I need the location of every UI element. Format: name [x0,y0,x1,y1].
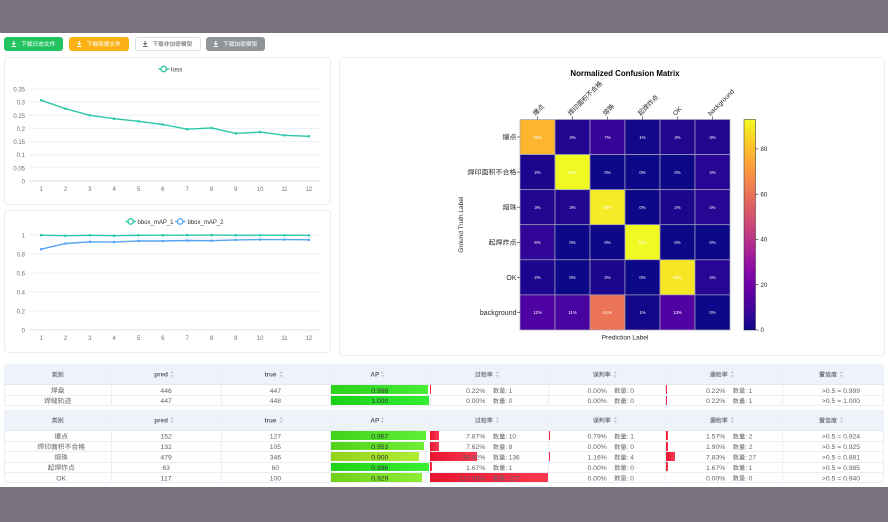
svg-text:4%: 4% [709,275,715,280]
svg-text:3%: 3% [534,205,540,210]
svg-text:2%: 2% [534,275,540,280]
svg-text:OK: OK [672,105,684,117]
svg-text:12: 12 [305,336,312,342]
svg-text:background: background [707,88,736,117]
svg-text:3%: 3% [569,205,575,210]
svg-text:9: 9 [234,336,238,342]
svg-text:0.2: 0.2 [17,310,26,316]
svg-text:Ground Truth Label: Ground Truth Label [458,196,465,253]
svg-text:1: 1 [22,234,26,240]
svg-text:61%: 61% [603,310,612,315]
svg-text:6: 6 [161,187,165,193]
svg-text:8: 8 [210,187,214,193]
svg-text:12%: 12% [533,310,542,315]
svg-text:2%: 2% [674,205,680,210]
svg-text:1: 1 [40,187,44,193]
svg-text:bbox_mAP_2: bbox_mAP_2 [188,220,225,226]
svg-text:2: 2 [64,336,68,342]
svg-text:0.35: 0.35 [13,88,25,94]
svg-text:2%: 2% [534,170,540,175]
svg-text:4: 4 [113,187,117,193]
svg-text:12: 12 [305,187,312,193]
svg-text:4%: 4% [709,170,715,175]
svg-text:Prediction Label: Prediction Label [602,335,649,342]
svg-text:0.3: 0.3 [17,101,26,107]
svg-text:0: 0 [22,180,26,186]
svg-text:3%: 3% [709,135,715,140]
svg-text:0.1: 0.1 [17,153,26,159]
svg-text:0.8: 0.8 [17,253,26,259]
svg-text:Normalized Confusion Matrix: Normalized Confusion Matrix [570,69,680,78]
svg-text:0: 0 [22,329,26,335]
svg-text:9: 9 [234,187,238,193]
svg-text:93%: 93% [638,240,647,245]
svg-text:0%: 0% [639,170,645,175]
svg-text:0%: 0% [709,240,715,245]
svg-text:8: 8 [210,336,214,342]
svg-text:3%: 3% [569,135,575,140]
svg-text:1%: 1% [639,135,645,140]
svg-text:2%: 2% [604,275,610,280]
svg-text:loss: loss [171,67,183,74]
svg-text:7: 7 [186,336,190,342]
svg-text:2: 2 [64,187,68,193]
svg-text:0%: 0% [674,170,680,175]
svg-text:10: 10 [257,336,264,342]
svg-text:7%: 7% [604,135,610,140]
svg-text:0%: 0% [674,240,680,245]
svg-text:0.25: 0.25 [13,114,25,120]
svg-text:0%: 0% [604,240,610,245]
svg-text:5: 5 [137,336,141,342]
svg-text:3%: 3% [674,135,680,140]
svg-text:0.2: 0.2 [17,127,26,133]
svg-text:0%: 0% [569,275,575,280]
svg-text:0.4: 0.4 [17,291,26,297]
svg-text:0%: 0% [709,310,715,315]
svg-text:bbox_mAP_1: bbox_mAP_1 [138,220,175,226]
svg-text:background: background [480,310,517,317]
svg-text:0%: 0% [639,205,645,210]
svg-text:11: 11 [281,336,288,342]
svg-text:0.05: 0.05 [13,166,25,172]
svg-text:1: 1 [40,336,44,342]
svg-text:20: 20 [761,283,768,289]
svg-text:7: 7 [186,187,190,193]
svg-text:3: 3 [88,187,92,193]
svg-text:6%: 6% [534,240,540,245]
svg-text:6: 6 [161,336,165,342]
svg-text:89%: 89% [673,275,682,280]
svg-text:0.6: 0.6 [17,272,26,278]
svg-text:5: 5 [137,187,141,193]
svg-text:11%: 11% [568,310,576,315]
svg-text:78%: 78% [533,135,542,140]
svg-text:0%: 0% [569,240,575,245]
svg-text:90%: 90% [603,205,612,210]
svg-text:13%: 13% [673,310,682,315]
svg-text:10: 10 [257,187,264,193]
svg-text:60: 60 [761,192,768,198]
svg-text:93%: 93% [568,170,577,175]
svg-text:1%: 1% [639,310,645,315]
svg-text:0.15: 0.15 [13,140,25,146]
svg-text:11: 11 [281,187,288,193]
svg-text:40: 40 [761,238,768,244]
svg-text:3: 3 [88,336,92,342]
svg-text:0%: 0% [604,170,610,175]
svg-text:0%: 0% [639,275,645,280]
svg-text:0: 0 [761,328,765,334]
svg-text:4: 4 [113,336,117,342]
svg-text:4%: 4% [709,205,715,210]
svg-text:80: 80 [761,147,768,153]
svg-text:OK: OK [506,275,516,282]
